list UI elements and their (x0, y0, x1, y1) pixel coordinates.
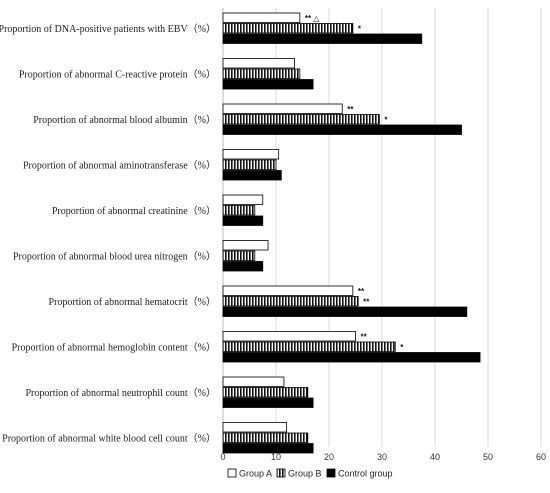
bar (222, 205, 256, 216)
x-tick-label: 0 (220, 452, 225, 462)
bar-annotation: ** (347, 105, 354, 114)
bar-annotation: * (400, 343, 404, 352)
bar (222, 149, 280, 160)
category-label: Proportion of abnormal neutrophil count（… (25, 387, 216, 399)
bar (222, 23, 354, 34)
bar (222, 285, 354, 296)
bar (222, 170, 282, 181)
bar-annotation: ** (358, 287, 365, 296)
bar-annotation: ** (363, 298, 370, 307)
legend-swatch (276, 468, 286, 478)
legend-label: Group B (288, 469, 322, 479)
bar (222, 12, 301, 23)
x-tick-label: 30 (377, 452, 387, 462)
bar (222, 432, 309, 443)
category-labels: Proportion of DNA-positive patients with… (0, 23, 216, 445)
bar (222, 296, 359, 307)
bar (222, 240, 269, 251)
x-tick-label: 20 (324, 452, 334, 462)
x-tick-label: 40 (430, 452, 440, 462)
category-label: Proportion of DNA-positive patients with… (0, 23, 216, 35)
category-label: Proportion of abnormal white blood cell … (2, 432, 216, 444)
bar (222, 33, 423, 44)
bars (222, 12, 481, 454)
bar (222, 352, 481, 363)
bar (222, 376, 285, 387)
bar (222, 58, 295, 69)
legend: Group A Group B Control group (227, 468, 393, 479)
legend-label: Group A (239, 469, 272, 479)
bar (222, 215, 264, 226)
category-label: Proportion of abnormal hematocrit（%） (49, 296, 216, 308)
bar-annotation: * (384, 116, 388, 125)
bar (222, 422, 287, 433)
bar (222, 68, 301, 79)
bar (222, 387, 309, 398)
significance-annotations: ** △*********** (305, 14, 404, 352)
bar (222, 114, 380, 125)
legend-swatch (227, 468, 237, 478)
category-label: Proportion of abnormal blood urea nitrog… (13, 250, 216, 262)
x-tick-label: 10 (271, 452, 281, 462)
bar (222, 306, 468, 317)
bar (222, 250, 256, 261)
bar (222, 331, 356, 342)
legend-label: Control group (338, 469, 393, 479)
bar-annotation: ** (361, 333, 368, 342)
x-axis-ticks: 0 10 20 30 40 50 60 (220, 452, 546, 462)
bar (222, 341, 396, 352)
bar (222, 124, 462, 135)
legend-swatch (326, 468, 336, 478)
bar (222, 159, 277, 170)
bar (222, 443, 314, 454)
category-label: Proportion of abnormal C-reactive protei… (19, 68, 216, 80)
bar-annotation: ** △ (305, 14, 320, 23)
bar (222, 79, 314, 90)
bar-annotation: * (358, 25, 362, 34)
category-label: Proportion of abnormal creatinine（%） (52, 205, 216, 217)
category-label: Proportion of abnormal aminotransferase（… (23, 159, 216, 171)
bar (222, 261, 264, 272)
x-tick-label: 60 (536, 452, 546, 462)
bar (222, 194, 264, 205)
category-label: Proportion of abnormal hemoglobin conten… (12, 341, 216, 353)
bar (222, 397, 314, 408)
x-tick-label: 50 (483, 452, 493, 462)
bar (222, 103, 343, 114)
category-label: Proportion of abnormal blood albumin（%） (33, 114, 216, 126)
